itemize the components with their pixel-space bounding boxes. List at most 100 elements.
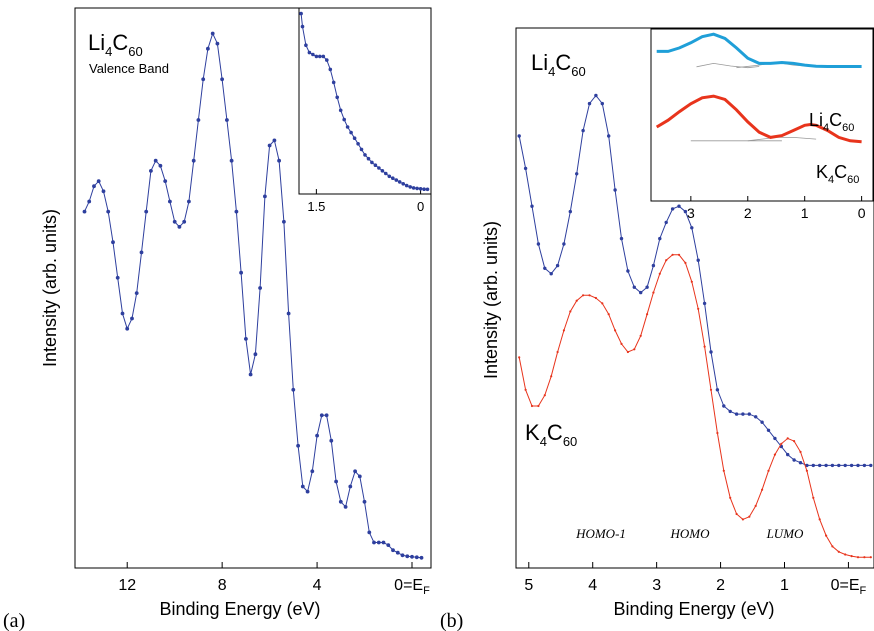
panel-a-x-label: Binding Energy (eV): [159, 599, 320, 619]
panel-a-inset-series-point-22: [373, 163, 378, 167]
panel-b-k-series-point-24: [671, 253, 674, 256]
panel-a-series-point-4: [101, 189, 106, 194]
panel-b-k-label: K4C60: [525, 420, 577, 449]
panel-b-k-series-point-13: [601, 302, 604, 305]
panel-b-inset-x-tick-label-3: 0: [858, 205, 866, 221]
panel-a-series-point-52: [329, 438, 334, 443]
panel-b-k-series-point-47: [818, 518, 821, 521]
panel-a-series-point-53: [334, 479, 338, 484]
panel-a-inset-series-point-26: [387, 174, 392, 179]
panel-b-k-series-point-7: [562, 329, 566, 332]
panel-a-series-point-50: [319, 413, 324, 418]
inset-li-sub1: 4: [823, 122, 829, 134]
panel-b-li-sub2: 60: [571, 64, 585, 79]
panel-b-li-series-point-53: [856, 463, 860, 468]
panel-b-letter: (b): [440, 610, 463, 631]
panel-b-k-series-point-14: [607, 313, 610, 316]
panel-b-li-series-point-54: [862, 463, 867, 468]
panel-a-inset-series-point-23: [377, 166, 381, 170]
panel-b-k-series-point-44: [799, 450, 802, 453]
panel-a-series-point-28: [215, 41, 220, 46]
panel-a-inset-series-point-13: [342, 117, 347, 122]
panel-a-series-point-48: [310, 469, 315, 474]
panel-a-inset-series-point-36: [422, 187, 426, 191]
panel-a-series-point-31: [229, 158, 234, 163]
panel-a-series-point-51: [324, 413, 329, 418]
panel-b-inset-x-ticks: 3 2 1 0: [687, 196, 866, 221]
panel-a-series-point-68: [405, 554, 410, 559]
panel-a-x-tick-label-2: 4: [313, 577, 322, 594]
panel-a-series-point-55: [343, 505, 348, 509]
panel-a-series-point-40: [272, 138, 277, 143]
panel-b-k-series-point-15: [614, 329, 617, 332]
panel-a-series-point-0: [82, 209, 87, 214]
panel-a-inset-series-point-11: [335, 95, 340, 100]
panel-b-k-series-point-0: [518, 356, 521, 359]
inset-li-label: Li4C60: [809, 110, 854, 134]
panel-a-series-point-8: [120, 311, 125, 316]
panel-b-k-series-point-39: [767, 469, 770, 472]
panel-a-title-sub1: 4: [105, 44, 112, 59]
panel-b-li-series-point-19: [639, 290, 643, 295]
panel-a-series-point-19: [172, 219, 177, 224]
panel-b-k-sub1: 4: [540, 434, 547, 449]
panel-a-inset-series-point-25: [384, 171, 388, 176]
panel-a-series-point-66: [395, 550, 400, 555]
panel-b-k-series-point-21: [652, 291, 655, 294]
panel-b-k-series-point-9: [575, 299, 578, 302]
panel-a-series-point-6: [111, 240, 115, 245]
panel-a-series-point-18: [168, 199, 172, 204]
panel-a-series-point-57: [353, 469, 357, 474]
panel-b-li-series-point-21: [651, 263, 656, 268]
panel-b-li-series-point-5: [549, 272, 553, 276]
panel-a-series-point-70: [414, 555, 419, 560]
panel-a-inset-series-point-18: [359, 147, 364, 152]
panel-b-li-series-point-17: [626, 269, 630, 273]
panel-b-x-tick-label-2: 3: [652, 577, 661, 594]
panel-b-k-series-point-28: [697, 307, 700, 310]
panel-b-li-series-point-10: [581, 128, 585, 133]
panel-b-li-series-point-31: [715, 388, 720, 392]
panel-b-k-series-point-42: [786, 437, 789, 440]
panel-b-x-label: Binding Energy (eV): [613, 599, 774, 619]
panel-a-inset-x-ticks: 1.5 0: [307, 189, 424, 214]
panel-a-series-point-34: [244, 337, 248, 341]
panel-b-k-series-point-12: [594, 296, 598, 300]
panel-b-inset-series: [655, 32, 862, 144]
panel-b-k-series-point-45: [805, 469, 809, 472]
panel-a-series-point-9: [125, 326, 130, 331]
panel-a-series-point-46: [300, 484, 305, 489]
inset-k-sub2: 60: [847, 174, 859, 186]
panel-a-y-label: Intensity (arb. units): [40, 209, 60, 367]
inset-li-main: Li: [809, 110, 823, 130]
panel-a-series-point-71: [419, 555, 424, 560]
panel-a-title-c: C: [112, 30, 128, 55]
inset-li-c: C: [829, 110, 842, 130]
panel-b-li-series-point-7: [562, 242, 566, 246]
panel-b-k-series-point-19: [639, 334, 642, 337]
panel-b-k-series-point-4: [543, 394, 546, 397]
panel-a-series-point-2: [92, 184, 96, 189]
panel-b-k-series-point-17: [626, 350, 630, 354]
panel-b-li-series-point-36: [747, 412, 751, 416]
panel-a-series-point-63: [381, 540, 386, 545]
panel-b-inset-frame: [650, 28, 874, 202]
panel-b-li-series-point-44: [798, 461, 803, 465]
annotation-lumo: LUMO: [766, 526, 804, 541]
panel-b-li-series-point-50: [837, 463, 841, 468]
panel-b-k-series-point-1: [524, 388, 527, 391]
panel-a-inset-series-point-9: [328, 67, 333, 72]
panel-b-k-series-point-51: [844, 553, 847, 556]
panel-b-li-series-point-4: [543, 266, 547, 270]
panel-b-k-series-point-2: [530, 404, 534, 408]
panel-b-k-series-point-11: [588, 294, 591, 297]
panel-a-series-point-13: [144, 209, 149, 214]
panel-a-series-point-7: [115, 275, 120, 280]
panel-a-series-point-43: [286, 311, 291, 316]
panel-a-series-point-27: [210, 31, 215, 36]
panel-b-li-series-point-1: [523, 166, 528, 171]
panel-b-k-series-point-49: [831, 545, 834, 548]
panel-a-inset-series-point-20: [366, 156, 371, 161]
panel-a-inset-series-point-37: [425, 187, 430, 192]
